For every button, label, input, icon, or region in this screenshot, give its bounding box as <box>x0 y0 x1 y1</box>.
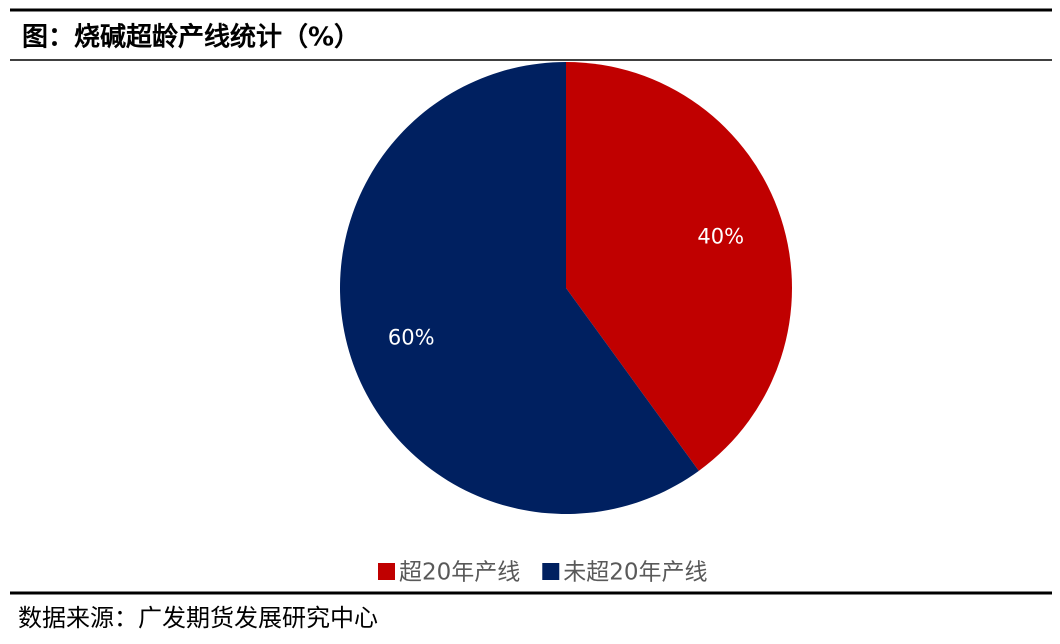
chart-title: 图：烧碱超龄产线统计（%） <box>22 22 360 53</box>
legend-label: 超20年产线 <box>399 560 520 586</box>
data-label: 40% <box>697 225 744 249</box>
data-label: 60% <box>388 325 435 349</box>
pie-slice <box>339 62 699 514</box>
source-note: 数据来源：广发期货发展研究中心 <box>18 604 378 632</box>
pie-slice <box>566 62 792 471</box>
legend-swatch <box>378 563 395 580</box>
legend-label: 未超20年产线 <box>563 560 707 586</box>
legend-swatch <box>542 563 560 580</box>
